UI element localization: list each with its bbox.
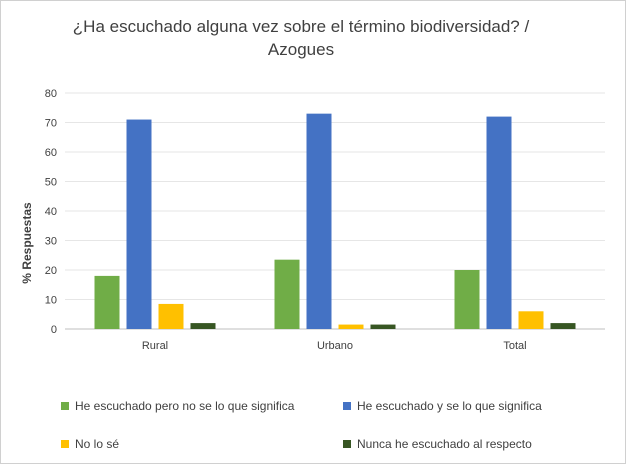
legend-swatch (61, 440, 69, 448)
legend-label: He escuchado pero no se lo que significa (75, 399, 295, 413)
bar (190, 323, 216, 329)
bar (274, 259, 300, 329)
legend-label: No lo sé (75, 437, 120, 451)
y-tick-label: 20 (45, 265, 57, 277)
legend-swatch (343, 440, 351, 448)
legend-swatch (343, 402, 351, 410)
y-tick-label: 10 (45, 295, 57, 307)
chart-title-line-1: ¿Ha escuchado alguna vez sobre el términ… (72, 17, 530, 36)
bar (126, 119, 152, 329)
x-tick-label: Rural (142, 340, 168, 352)
y-tick-label: 30 (45, 236, 57, 248)
y-tick-label: 70 (45, 118, 57, 130)
bars (94, 113, 576, 330)
legend-label: He escuchado y se lo que significa (357, 399, 542, 413)
bar (94, 275, 120, 329)
bar (550, 323, 576, 329)
chart-title-line-2: Azogues (267, 40, 335, 59)
x-tick-label: Urbano (317, 340, 353, 352)
bar (454, 270, 480, 329)
y-tick-label: 60 (45, 147, 57, 159)
y-tick-label: 40 (45, 206, 57, 218)
bar (370, 324, 396, 329)
y-axis-label: % Respuestas (20, 202, 34, 284)
x-axis-ticks: Rural Urbano Total (142, 340, 527, 352)
y-tick-label: 80 (45, 88, 57, 100)
bar (158, 303, 184, 329)
bar (338, 324, 364, 329)
legend-item: He escuchado y se lo que significa (343, 399, 542, 413)
bar (518, 311, 544, 329)
y-tick-label: 0 (51, 324, 57, 336)
legend-swatch (61, 402, 69, 410)
bar (306, 113, 332, 330)
legend-label: Nunca he escuchado al respecto (357, 437, 532, 451)
legend: He escuchado pero no se lo que significa… (61, 391, 601, 453)
legend-item: He escuchado pero no se lo que significa (61, 399, 294, 413)
bar (486, 116, 512, 329)
legend-item: No lo sé (61, 437, 119, 451)
gridlines (65, 92, 605, 330)
legend-item: Nunca he escuchado al respecto (343, 437, 532, 451)
y-axis-ticks: 0 10 20 30 40 50 60 70 80 (45, 88, 57, 336)
chart-title: ¿Ha escuchado alguna vez sobre el términ… (1, 15, 601, 61)
y-tick-label: 50 (45, 177, 57, 189)
x-tick-label: Total (503, 340, 526, 352)
